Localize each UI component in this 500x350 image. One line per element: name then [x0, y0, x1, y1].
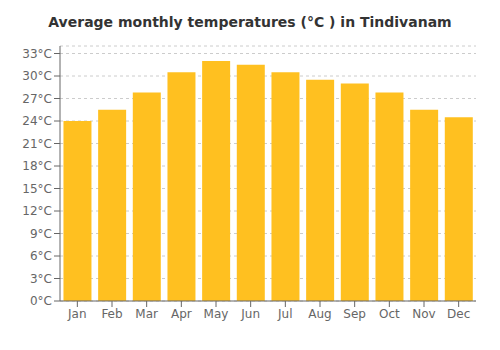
svg-text:Jun: Jun: [240, 307, 260, 321]
svg-text:6°C: 6°C: [30, 249, 52, 263]
svg-text:27°C: 27°C: [22, 92, 52, 106]
svg-text:Sep: Sep: [343, 307, 366, 321]
svg-text:33°C: 33°C: [22, 47, 52, 61]
svg-text:Oct: Oct: [379, 307, 400, 321]
svg-text:15°C: 15°C: [22, 182, 52, 196]
svg-text:Mar: Mar: [135, 307, 158, 321]
svg-text:0°C: 0°C: [30, 294, 52, 308]
svg-text:Apr: Apr: [171, 307, 192, 321]
svg-text:9°C: 9°C: [30, 227, 52, 241]
svg-text:May: May: [204, 307, 229, 321]
svg-text:21°C: 21°C: [22, 137, 52, 151]
svg-text:Aug: Aug: [308, 307, 331, 321]
svg-text:3°C: 3°C: [30, 272, 52, 286]
html-text:Average monthly temperatures (: Average monthly temperatures (°C ) in Ti…: [48, 14, 452, 30]
svg-text:Jan: Jan: [67, 307, 87, 321]
svg-text:30°C: 30°C: [22, 69, 52, 83]
svg-text:12°C: 12°C: [22, 204, 52, 218]
svg-text:Feb: Feb: [101, 307, 122, 321]
svg-text:Jul: Jul: [277, 307, 292, 321]
svg-text:Dec: Dec: [447, 307, 470, 321]
svg-text:18°C: 18°C: [22, 159, 52, 173]
svg-text:Nov: Nov: [412, 307, 435, 321]
svg-text:24°C: 24°C: [22, 114, 52, 128]
